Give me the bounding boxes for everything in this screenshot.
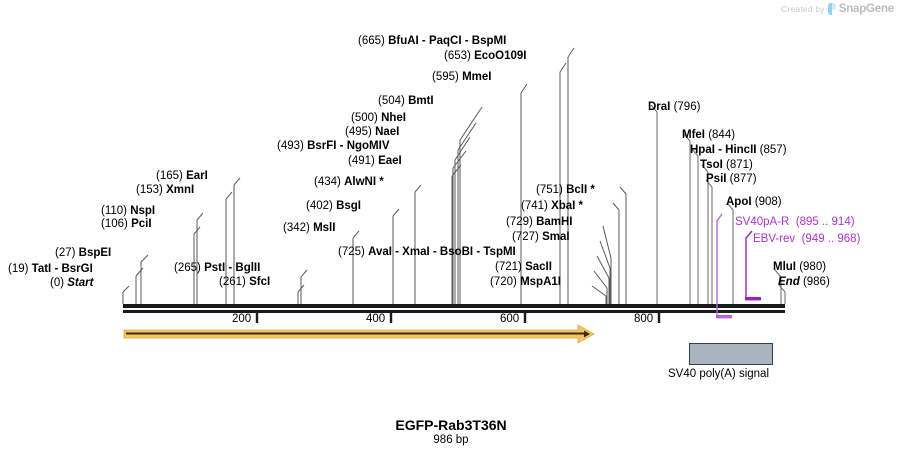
site-label-bmti[interactable]: (504) BmtI bbox=[378, 95, 434, 107]
site-label-naei[interactable]: (495) NaeI bbox=[345, 126, 400, 138]
site-label-tati-bsrgi[interactable]: (19) TatI - BsrGI bbox=[8, 263, 93, 275]
site-label-bcli[interactable]: (751) BclI * bbox=[536, 184, 595, 196]
snapgene-logo-icon bbox=[827, 3, 836, 15]
site-label-avai-xmai-bsobi-tspmi[interactable]: (725) AvaI - XmaI - BsoBI - TspMI bbox=[338, 246, 516, 258]
site-label-hpai-hincii[interactable]: HpaI - HincII (857) bbox=[690, 144, 787, 156]
site-label-mmei[interactable]: (595) MmeI bbox=[432, 71, 492, 83]
watermark-prefix: Created by bbox=[781, 4, 825, 14]
axis-tick-label-600: 600 bbox=[500, 313, 520, 325]
legend-swatch-sv40-polya-signal bbox=[689, 343, 773, 365]
site-label-xmni[interactable]: (153) XmnI bbox=[136, 184, 195, 196]
axis-tick-label-800: 800 bbox=[634, 313, 654, 325]
site-label-start[interactable]: (0) Start bbox=[50, 277, 94, 289]
site-label-smai[interactable]: (727) SmaI bbox=[512, 231, 570, 243]
site-label-bfuai-paqci-bspmi[interactable]: (665) BfuAI - PaqCI - BspMI bbox=[358, 35, 507, 47]
sequence-length-label: 986 bp bbox=[433, 434, 469, 446]
page-title: EGFP-Rab3T36N bbox=[395, 417, 507, 433]
site-label-eaei[interactable]: (491) EaeI bbox=[348, 155, 402, 167]
site-label-apoi[interactable]: ApoI (908) bbox=[726, 196, 782, 208]
axis-tick-label-400: 400 bbox=[366, 313, 386, 325]
site-label-mspa1i[interactable]: (720) MspA1I bbox=[490, 276, 561, 288]
site-label-bsrfi-ngomiv[interactable]: (493) BsrFI - NgoMIV bbox=[277, 140, 390, 152]
feature-label-sv40pa-r[interactable]: SV40pA-R (895 .. 914) bbox=[735, 216, 855, 228]
site-label-nhei[interactable]: (500) NheI bbox=[351, 112, 406, 124]
watermark-brand: SnapGene bbox=[838, 3, 894, 15]
ruler-ticks bbox=[255, 313, 661, 323]
site-label-xbai[interactable]: (741) XbaI * bbox=[521, 200, 584, 212]
site-label-alwni[interactable]: (434) AlwNI * bbox=[314, 176, 384, 188]
site-label-psti-bglii[interactable]: (265) PstI - BglII bbox=[174, 262, 261, 274]
orf-arrow bbox=[123, 324, 595, 344]
site-label-end[interactable]: End (986) bbox=[778, 276, 830, 288]
site-label-eari[interactable]: (165) EarI bbox=[156, 170, 208, 182]
site-label-bspei[interactable]: (27) BspEI bbox=[55, 247, 112, 259]
site-label-bamhi[interactable]: (729) BamHI bbox=[506, 216, 573, 228]
site-label-nspi[interactable]: (110) NspI bbox=[101, 205, 156, 217]
site-label-sacii[interactable]: (721) SacII bbox=[495, 261, 552, 273]
site-label-psii[interactable]: PsiI (877) bbox=[706, 173, 757, 185]
site-leader-lines-right bbox=[650, 104, 786, 304]
snapgene-watermark: Created by SnapGene bbox=[781, 3, 894, 15]
feature-bracket-ebv-rev bbox=[745, 230, 761, 301]
feature-label-ebv-rev[interactable]: EBV-rev (949 .. 968) bbox=[753, 233, 861, 245]
site-label-sfci[interactable]: (261) SfcI bbox=[219, 276, 271, 288]
site-label-drai[interactable]: DraI (796) bbox=[648, 101, 701, 113]
site-label-msli[interactable]: (342) MslI bbox=[283, 222, 336, 234]
site-label-mlui[interactable]: MluI (980) bbox=[773, 261, 827, 273]
legend-label-sv40-polya-signal: SV40 poly(A) signal bbox=[668, 368, 769, 380]
site-label-tsoi[interactable]: TsoI (871) bbox=[700, 159, 753, 171]
site-leader-lines bbox=[122, 47, 627, 304]
site-label-ecoo109i[interactable]: (653) EcoO109I bbox=[444, 50, 527, 62]
site-label-pcii[interactable]: (106) PciI bbox=[101, 218, 152, 230]
sequence-backbone bbox=[123, 304, 785, 313]
feature-bracket-sv40pa-r bbox=[716, 213, 732, 319]
site-label-bsgi[interactable]: (402) BsgI bbox=[306, 200, 361, 212]
site-label-mfei[interactable]: MfeI (844) bbox=[682, 129, 736, 141]
axis-tick-label-200: 200 bbox=[232, 313, 252, 325]
